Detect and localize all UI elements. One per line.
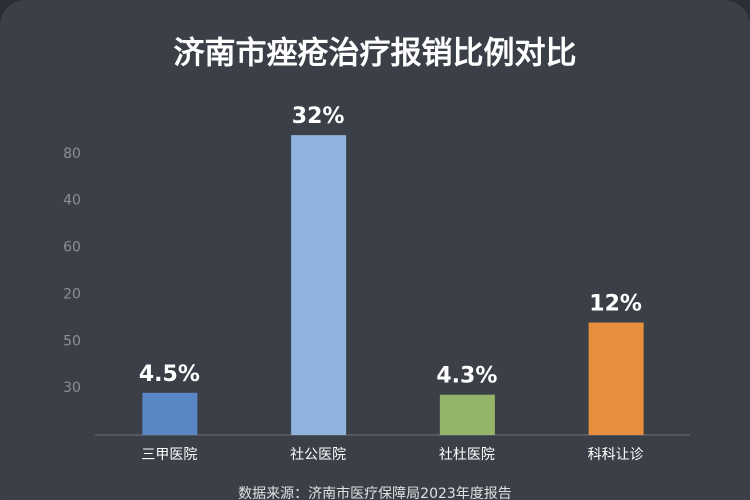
bar <box>439 394 495 435</box>
bar <box>588 322 644 435</box>
y-tick-label: 50 <box>63 333 81 349</box>
y-tick-label: 20 <box>63 286 81 302</box>
x-tick-label: 社杜医院 <box>439 447 495 463</box>
y-tick-label: 60 <box>63 240 81 256</box>
value-label: 12% <box>589 292 642 317</box>
y-tick-label: 80 <box>63 146 81 162</box>
bar <box>142 392 198 435</box>
x-tick-label: 科科让诊 <box>588 447 644 463</box>
value-label: 4.3% <box>436 364 497 389</box>
chart-title: 济南市痤疮治疗报销比例对比 <box>174 36 577 72</box>
value-label: 32% <box>292 104 345 129</box>
value-label: 4.5% <box>139 362 200 387</box>
y-tick-label: 30 <box>63 380 81 396</box>
source-note: 数据来源：济南市医疗保障局2023年度报告 <box>238 485 512 500</box>
x-tick-label: 社公医院 <box>290 447 346 463</box>
x-tick-label: 三甲医院 <box>141 447 197 463</box>
bar <box>291 135 347 435</box>
y-tick-label: 40 <box>63 193 81 209</box>
